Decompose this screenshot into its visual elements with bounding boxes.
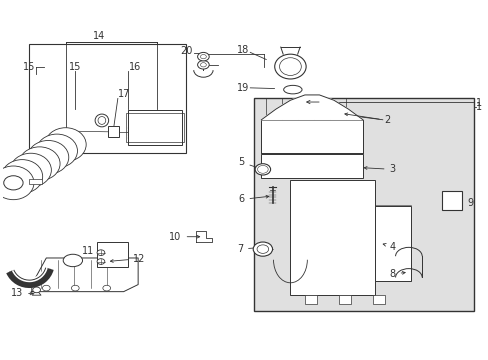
Circle shape bbox=[197, 53, 209, 61]
Text: 1: 1 bbox=[475, 98, 481, 108]
Bar bbox=[261, 120, 362, 153]
Text: 4: 4 bbox=[383, 242, 395, 252]
Bar bbox=[374, 206, 410, 281]
Text: 3: 3 bbox=[364, 165, 395, 174]
Text: 10: 10 bbox=[169, 232, 199, 242]
Ellipse shape bbox=[28, 140, 69, 174]
Circle shape bbox=[200, 54, 206, 59]
Circle shape bbox=[97, 259, 104, 264]
Ellipse shape bbox=[10, 153, 51, 187]
Circle shape bbox=[257, 245, 268, 253]
Text: 17: 17 bbox=[118, 89, 130, 99]
Circle shape bbox=[255, 164, 270, 175]
Ellipse shape bbox=[98, 117, 105, 124]
Text: 5: 5 bbox=[238, 157, 259, 168]
Ellipse shape bbox=[274, 54, 305, 79]
Circle shape bbox=[97, 250, 104, 256]
Bar bbox=[441, 191, 461, 210]
Circle shape bbox=[197, 60, 209, 69]
Bar bbox=[305, 295, 316, 304]
Bar bbox=[290, 180, 374, 295]
Ellipse shape bbox=[45, 128, 86, 161]
Circle shape bbox=[200, 63, 206, 67]
Text: 7: 7 bbox=[236, 244, 259, 254]
Ellipse shape bbox=[4, 176, 23, 190]
Bar bbox=[261, 154, 362, 178]
Circle shape bbox=[42, 285, 50, 291]
Text: 8: 8 bbox=[389, 269, 405, 279]
Circle shape bbox=[71, 285, 79, 291]
Text: 6: 6 bbox=[238, 194, 268, 204]
Text: 15: 15 bbox=[69, 62, 81, 72]
Text: 11: 11 bbox=[76, 246, 94, 258]
Bar bbox=[29, 179, 42, 184]
Bar bbox=[372, 295, 384, 304]
Circle shape bbox=[257, 166, 267, 173]
Bar bbox=[29, 44, 186, 153]
Ellipse shape bbox=[19, 147, 60, 180]
Text: 12: 12 bbox=[110, 254, 145, 264]
Bar bbox=[108, 126, 119, 138]
Text: 9: 9 bbox=[445, 198, 472, 208]
Bar bbox=[338, 295, 350, 304]
Text: 15: 15 bbox=[23, 62, 36, 72]
Circle shape bbox=[102, 285, 110, 291]
Polygon shape bbox=[196, 231, 211, 242]
Polygon shape bbox=[261, 95, 362, 120]
Ellipse shape bbox=[283, 85, 302, 94]
Text: 1: 1 bbox=[475, 102, 481, 112]
Text: 13: 13 bbox=[11, 288, 33, 298]
Ellipse shape bbox=[0, 166, 34, 200]
Bar bbox=[128, 110, 181, 145]
Circle shape bbox=[33, 287, 41, 293]
Text: 16: 16 bbox=[128, 62, 141, 72]
Ellipse shape bbox=[279, 58, 301, 76]
Bar bbox=[126, 113, 183, 142]
Text: 18: 18 bbox=[236, 45, 248, 55]
Ellipse shape bbox=[63, 254, 82, 267]
Bar bbox=[97, 242, 128, 267]
Circle shape bbox=[253, 242, 272, 256]
Ellipse shape bbox=[95, 114, 108, 127]
Text: 20: 20 bbox=[180, 46, 192, 56]
Ellipse shape bbox=[36, 134, 77, 168]
Polygon shape bbox=[32, 258, 138, 292]
Text: 2: 2 bbox=[344, 113, 390, 125]
Text: 19: 19 bbox=[236, 83, 248, 93]
Text: 14: 14 bbox=[93, 31, 105, 41]
Ellipse shape bbox=[1, 159, 42, 193]
Bar bbox=[254, 99, 473, 311]
